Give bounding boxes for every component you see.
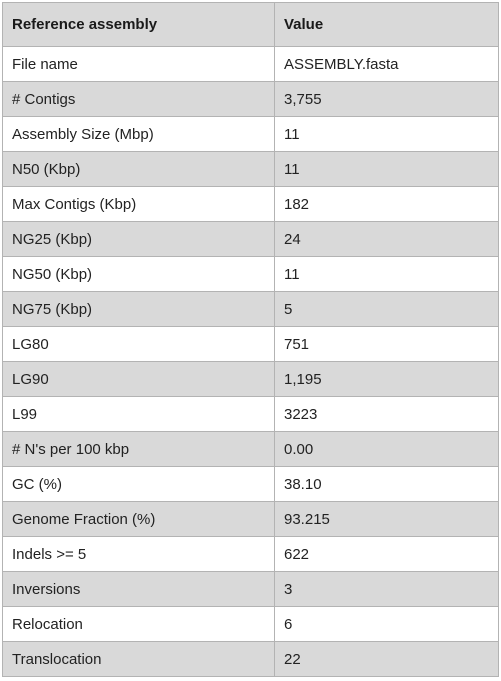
- row-label: Assembly Size (Mbp): [2, 116, 275, 152]
- row-label: Inversions: [2, 571, 275, 607]
- header-reference-assembly: Reference assembly: [2, 2, 275, 47]
- row-label: N50 (Kbp): [2, 151, 275, 187]
- table-row: LG80 751: [2, 326, 499, 362]
- table-row: File name ASSEMBLY.fasta: [2, 46, 499, 82]
- table-row: NG25 (Kbp) 24: [2, 221, 499, 257]
- row-label: Relocation: [2, 606, 275, 642]
- row-value: 751: [274, 326, 499, 362]
- row-label: File name: [2, 46, 275, 82]
- row-value: 3223: [274, 396, 499, 432]
- row-value: 24: [274, 221, 499, 257]
- row-label: NG50 (Kbp): [2, 256, 275, 292]
- row-value: 182: [274, 186, 499, 222]
- row-label: GC (%): [2, 466, 275, 502]
- table-row: L99 3223: [2, 396, 499, 432]
- row-label: NG75 (Kbp): [2, 291, 275, 327]
- table-row: NG50 (Kbp) 11: [2, 256, 499, 292]
- table-row: Assembly Size (Mbp) 11: [2, 116, 499, 152]
- row-label: Max Contigs (Kbp): [2, 186, 275, 222]
- table-row: Max Contigs (Kbp) 182: [2, 186, 499, 222]
- row-label: LG80: [2, 326, 275, 362]
- table-row: Indels >= 5 622: [2, 536, 499, 572]
- row-label: Translocation: [2, 641, 275, 677]
- table-row: N50 (Kbp) 11: [2, 151, 499, 187]
- row-value: 11: [274, 151, 499, 187]
- row-label: Indels >= 5: [2, 536, 275, 572]
- row-label: NG25 (Kbp): [2, 221, 275, 257]
- row-value: 3,755: [274, 81, 499, 117]
- row-label: # Contigs: [2, 81, 275, 117]
- row-value: 1,195: [274, 361, 499, 397]
- row-label: Genome Fraction (%): [2, 501, 275, 537]
- table-body: File name ASSEMBLY.fasta # Contigs 3,755…: [2, 46, 499, 677]
- table-row: Translocation 22: [2, 641, 499, 677]
- row-value: 0.00: [274, 431, 499, 467]
- row-value: 38.10: [274, 466, 499, 502]
- row-label: L99: [2, 396, 275, 432]
- row-value: 622: [274, 536, 499, 572]
- row-value: 5: [274, 291, 499, 327]
- table-row: # Contigs 3,755: [2, 81, 499, 117]
- row-value: 6: [274, 606, 499, 642]
- table-row: GC (%) 38.10: [2, 466, 499, 502]
- table-row: Relocation 6: [2, 606, 499, 642]
- header-row: Reference assembly Value: [2, 2, 499, 47]
- table-row: Inversions 3: [2, 571, 499, 607]
- row-value: 93.215: [274, 501, 499, 537]
- row-label: # N's per 100 kbp: [2, 431, 275, 467]
- row-value: 11: [274, 256, 499, 292]
- table-row: NG75 (Kbp) 5: [2, 291, 499, 327]
- row-value: 22: [274, 641, 499, 677]
- row-value: 11: [274, 116, 499, 152]
- row-value: ASSEMBLY.fasta: [274, 46, 499, 82]
- table-row: LG90 1,195: [2, 361, 499, 397]
- row-label: LG90: [2, 361, 275, 397]
- row-value: 3: [274, 571, 499, 607]
- table-header: Reference assembly Value: [2, 2, 499, 47]
- header-value: Value: [274, 2, 499, 47]
- table-row: # N's per 100 kbp 0.00: [2, 431, 499, 467]
- table-row: Genome Fraction (%) 93.215: [2, 501, 499, 537]
